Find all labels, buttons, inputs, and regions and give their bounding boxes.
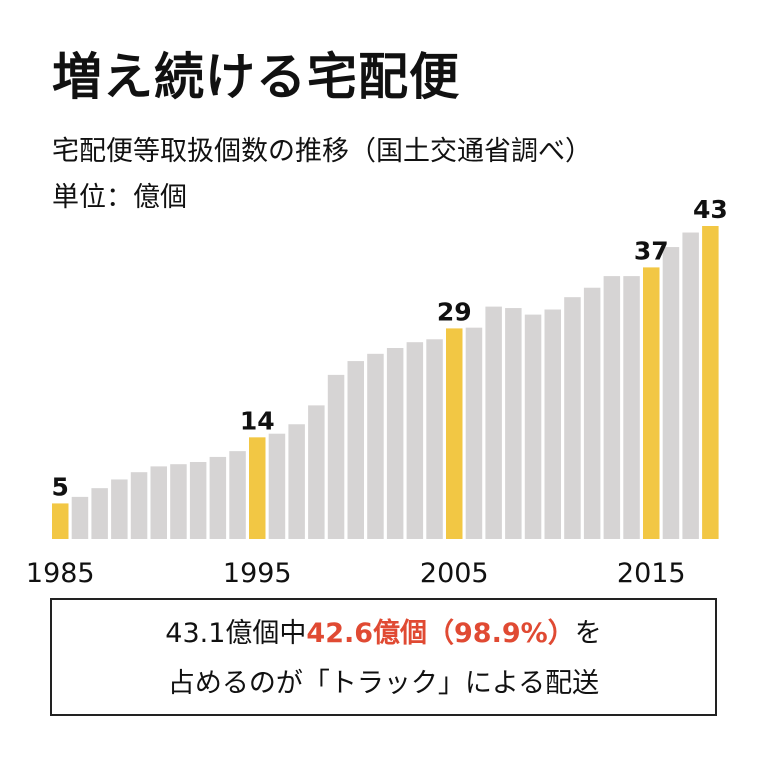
bar-1996 (268, 433, 286, 539)
bar-2016 (662, 247, 680, 540)
note-line-1: 43.1億個中42.6億個（98.9%）を (52, 620, 715, 647)
data-label-2015: 37 (634, 236, 669, 265)
data-label-1985: 5 (52, 472, 69, 501)
bar-2007 (485, 306, 502, 539)
bar-1985 (52, 503, 69, 539)
bar-1986 (71, 496, 89, 539)
bar-2009 (524, 314, 542, 539)
bar-2018 (702, 226, 719, 539)
bar-2011 (564, 297, 581, 539)
x-tick-label-2005: 2005 (420, 558, 489, 589)
bar-1989 (130, 472, 148, 539)
bar-2002 (386, 348, 404, 539)
x-tick-label-2015: 2015 (617, 558, 686, 589)
data-label-1995: 14 (240, 406, 275, 435)
bar-2003 (406, 342, 424, 539)
x-tick-label-1985: 1985 (26, 558, 95, 589)
x-tick-label-1995: 1995 (223, 558, 292, 589)
bar-2017 (682, 232, 699, 540)
bar-1987 (91, 488, 108, 539)
data-label-2005: 29 (437, 297, 472, 326)
bar-2010 (544, 309, 561, 539)
bar-2004 (426, 339, 443, 539)
note-line-2: 占めるのが「トラック」による配送 (167, 668, 600, 699)
bar-2006 (465, 327, 483, 539)
bar-2008 (505, 308, 522, 539)
bar-1988 (111, 479, 128, 539)
chart-title: 増え続ける宅配便 (52, 48, 460, 106)
bar-2012 (583, 287, 601, 539)
note-highlight: 42.6億個（98.9%） (306, 618, 575, 649)
bar-1993 (209, 456, 227, 539)
bar-2000 (347, 361, 364, 539)
chart-subtitle: 宅配便等取扱個数の推移（国土交通省調べ） (52, 136, 592, 167)
bar-chart: 5 14 29 37 43 1985 1995 2005 2015 (26, 195, 728, 589)
note-box: 43.1億個中42.6億個（98.9%）を 占めるのが「トラック」による配送 (50, 598, 717, 716)
bar-1998 (308, 405, 325, 539)
bar-1990 (150, 466, 167, 539)
bar-1997 (288, 424, 305, 539)
bar-1994 (229, 451, 246, 539)
bar-2015 (643, 267, 660, 539)
bar-1991 (170, 464, 187, 539)
bar-1995 (249, 437, 266, 539)
bar-2005 (446, 328, 463, 539)
bar-1992 (189, 462, 207, 539)
bar-2001 (367, 353, 384, 539)
bar-1999 (327, 374, 345, 539)
note-pre: 43.1億個中 (165, 618, 307, 649)
bar-2014 (623, 276, 640, 539)
bar-2013 (603, 276, 621, 539)
note-post: を (574, 618, 602, 649)
data-label-2018: 43 (693, 195, 728, 224)
unit-label: 単位：億個 (52, 182, 187, 213)
